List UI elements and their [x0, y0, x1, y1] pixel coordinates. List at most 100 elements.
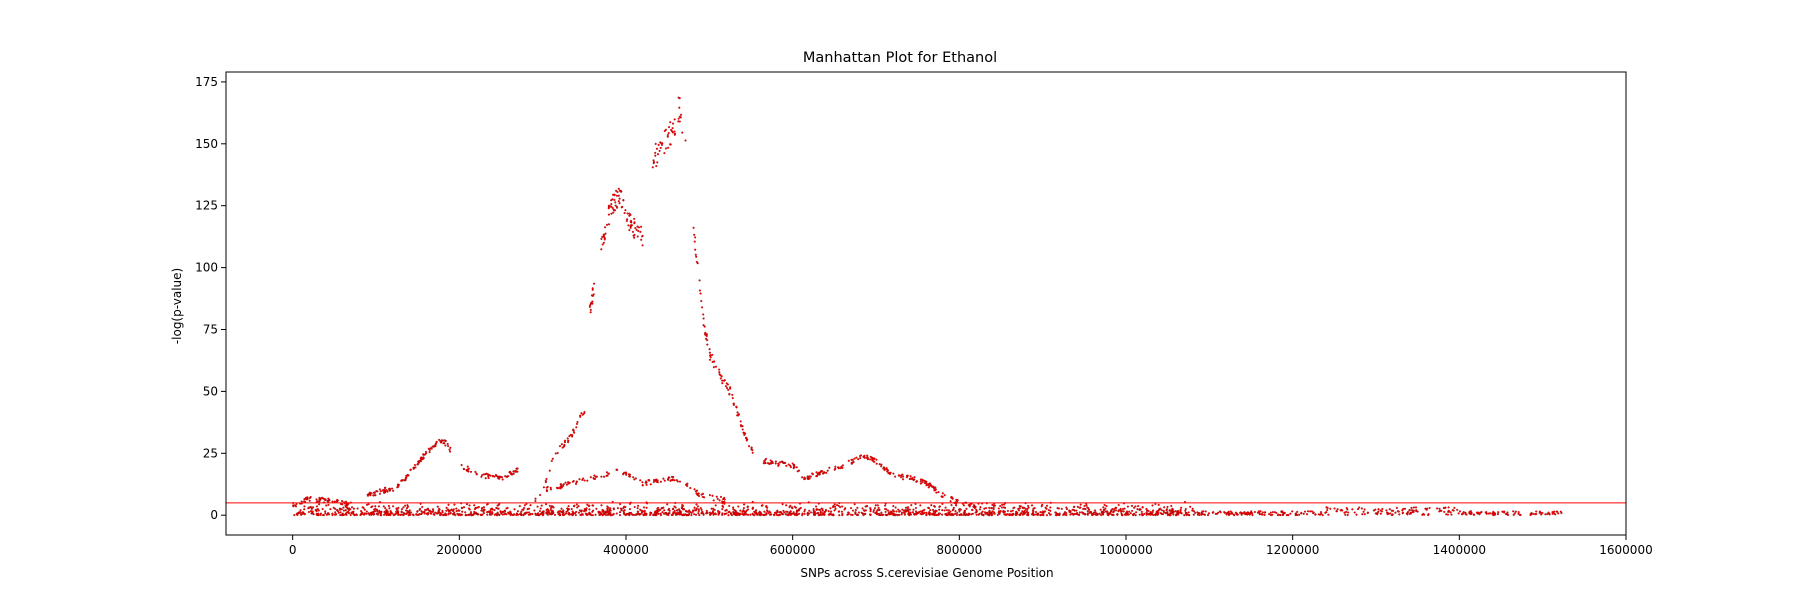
snp-point	[894, 506, 897, 509]
snp-point	[975, 513, 978, 516]
snp-point	[402, 506, 405, 509]
snp-point	[709, 511, 712, 514]
snp-point	[571, 510, 574, 513]
snp-point	[686, 482, 689, 485]
snp-point	[562, 483, 565, 486]
snp-point	[444, 444, 447, 447]
x-axis-ticks: 0 200000 400000 600000 800000 1000000 1200000 1…	[289, 535, 1653, 557]
snp-point	[493, 509, 496, 512]
snp-point	[333, 513, 336, 516]
snp-point	[327, 497, 330, 500]
snp-point	[1125, 510, 1129, 513]
snp-point	[664, 512, 667, 515]
snp-point	[1235, 512, 1238, 515]
snp-point	[334, 511, 337, 514]
snp-point	[886, 468, 889, 471]
snp-point	[1258, 513, 1261, 516]
snp-point	[1347, 511, 1350, 514]
snp-point	[601, 510, 604, 513]
snp-point	[1024, 507, 1027, 510]
snp-point	[917, 511, 920, 514]
snp-point	[1410, 506, 1413, 509]
snp-point	[708, 358, 712, 361]
snp-point	[803, 510, 806, 513]
snp-point	[856, 513, 859, 516]
snp-point	[1126, 505, 1129, 508]
snp-point	[481, 473, 484, 477]
snp-point	[656, 153, 660, 156]
snp-point	[1394, 511, 1397, 514]
snp-point	[769, 459, 772, 462]
snp-point	[311, 510, 314, 513]
snp-point	[666, 512, 669, 516]
snp-point	[935, 491, 938, 494]
snp-point	[400, 508, 404, 511]
snp-point	[656, 512, 659, 515]
snp-point	[1149, 513, 1152, 516]
snp-point	[418, 460, 421, 463]
snp-point	[499, 475, 502, 479]
snp-point	[866, 458, 869, 461]
snp-point	[658, 509, 661, 512]
snp-point	[1060, 507, 1063, 510]
snp-point	[840, 510, 843, 513]
snp-point	[1092, 513, 1096, 516]
snp-point	[746, 505, 749, 509]
snp-point	[434, 443, 437, 446]
snp-point	[1556, 510, 1559, 513]
snp-point	[509, 513, 512, 517]
snp-point	[929, 509, 932, 512]
snp-point	[894, 475, 897, 478]
snp-point	[1169, 514, 1172, 517]
snp-point	[497, 507, 500, 510]
snp-point	[466, 465, 469, 468]
snp-point	[507, 475, 510, 478]
snp-point	[709, 356, 712, 359]
snp-point	[340, 513, 343, 516]
snp-point	[702, 324, 705, 327]
y-tick-label: 100	[195, 261, 218, 275]
snp-point	[667, 146, 670, 149]
snp-point	[1517, 512, 1520, 515]
snp-point	[822, 471, 825, 474]
snp-point	[618, 511, 622, 514]
snp-point	[383, 513, 386, 516]
snp-point	[567, 441, 570, 444]
snp-point	[964, 514, 967, 517]
snp-point	[1156, 512, 1160, 515]
snp-point	[408, 510, 411, 513]
snp-point	[637, 229, 640, 233]
snp-point	[616, 507, 619, 510]
snp-point	[1507, 513, 1510, 517]
snp-point	[405, 476, 408, 479]
snp-point	[1279, 514, 1282, 517]
snp-point	[486, 502, 489, 506]
snp-point	[676, 509, 679, 512]
snp-point	[1314, 513, 1317, 516]
snp-point	[971, 508, 974, 512]
snp-point	[770, 462, 773, 465]
snp-point	[1157, 509, 1160, 512]
snp-point	[599, 511, 602, 514]
snp-point	[1406, 510, 1410, 514]
snp-point	[360, 510, 363, 513]
snp-point	[775, 513, 778, 516]
snp-point	[820, 470, 823, 473]
snp-point	[446, 442, 449, 445]
snp-point	[1152, 514, 1155, 517]
snp-point	[1298, 513, 1301, 516]
snp-point	[912, 478, 915, 481]
snp-point	[621, 205, 624, 208]
snp-point	[501, 478, 504, 481]
snp-point	[598, 513, 601, 517]
snp-point	[339, 511, 342, 514]
snp-point	[377, 505, 380, 508]
snp-point	[888, 513, 892, 516]
snp-point	[737, 505, 740, 508]
snp-point	[921, 512, 925, 515]
snp-point	[619, 507, 622, 510]
snp-point	[841, 464, 844, 467]
snp-point	[1548, 513, 1551, 516]
snp-point	[340, 508, 343, 511]
snp-point	[659, 512, 662, 515]
